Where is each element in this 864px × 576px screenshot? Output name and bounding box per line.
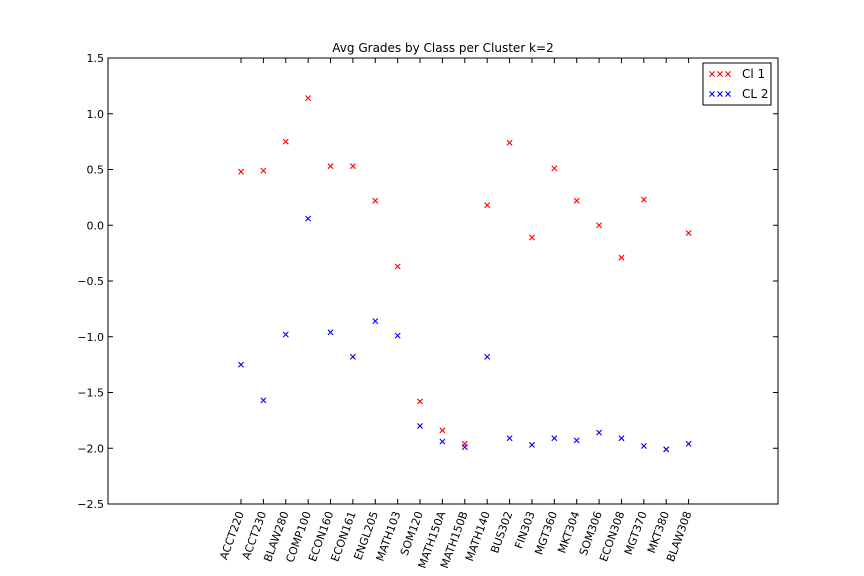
- data-point: [439, 427, 446, 434]
- legend-marker: [709, 91, 715, 97]
- data-point: [618, 435, 625, 442]
- x-tick-label: BUS302: [488, 510, 515, 555]
- plot-area: [107, 57, 779, 505]
- legend-entry: CL 2: [709, 87, 769, 101]
- data-point: [461, 444, 468, 451]
- legend: Cl 1 CL 2: [702, 62, 772, 106]
- data-point: [506, 435, 513, 442]
- data-point: [372, 318, 379, 325]
- data-point: [260, 397, 267, 404]
- data-point: [551, 165, 558, 172]
- data-point: [439, 438, 446, 445]
- legend-entry: Cl 1: [709, 67, 765, 81]
- data-point: [305, 215, 312, 222]
- data-point: [573, 437, 580, 444]
- data-point: [640, 196, 647, 203]
- data-point: [327, 163, 334, 170]
- data-point: [484, 353, 491, 360]
- data-point: [282, 331, 289, 338]
- legend-marker: [717, 71, 723, 77]
- data-point: [573, 197, 580, 204]
- data-point: [282, 138, 289, 145]
- data-point: [372, 197, 379, 204]
- data-point: [528, 234, 535, 241]
- data-point: [349, 353, 356, 360]
- data-point: [417, 398, 424, 405]
- data-point: [305, 95, 312, 102]
- y-tick-label: −0.5: [77, 275, 104, 288]
- data-point: [551, 435, 558, 442]
- legend-marker: [725, 91, 731, 97]
- data-point: [640, 443, 647, 450]
- legend-marker: [725, 71, 731, 77]
- x-tick-label: FIN303: [512, 510, 537, 551]
- data-point: [618, 254, 625, 261]
- y-tick-label: −1.5: [77, 387, 104, 400]
- y-tick-label: 0.5: [87, 164, 105, 177]
- legend-box: [702, 62, 772, 106]
- chart-title: Avg Grades by Class per Cluster k=2: [332, 41, 553, 55]
- legend-marker: [709, 71, 715, 77]
- y-tick-label: −1.0: [77, 331, 104, 344]
- data-point: [349, 163, 356, 170]
- data-point: [260, 167, 267, 174]
- legend-label: Cl 1: [742, 67, 765, 81]
- series-2: [238, 215, 692, 453]
- data-point: [596, 222, 603, 229]
- data-point: [417, 422, 424, 429]
- y-tick-label: 0.0: [87, 219, 105, 232]
- data-point: [394, 332, 401, 339]
- data-point: [685, 440, 692, 447]
- data-point: [685, 230, 692, 237]
- legend-label: CL 2: [742, 87, 769, 101]
- data-point: [596, 429, 603, 436]
- data-point: [528, 441, 535, 448]
- data-point: [506, 139, 513, 146]
- y-tick-label: −2.0: [77, 442, 104, 455]
- data-point: [663, 446, 670, 453]
- data-point: [394, 263, 401, 270]
- data-point: [238, 361, 244, 368]
- series-layer: [238, 95, 692, 453]
- y-tick-label: 1.0: [87, 108, 105, 121]
- y-tick-label: 1.5: [87, 52, 105, 65]
- data-point: [327, 329, 334, 336]
- y-tick-label: −2.5: [77, 498, 104, 511]
- y-axis: 1.5 1.0 0.5 0.0 −0.5 −1.0 −1.5 −2.0 −2.5: [77, 52, 778, 511]
- legend-marker: [717, 91, 723, 97]
- data-point: [484, 202, 491, 209]
- data-point: [238, 168, 244, 175]
